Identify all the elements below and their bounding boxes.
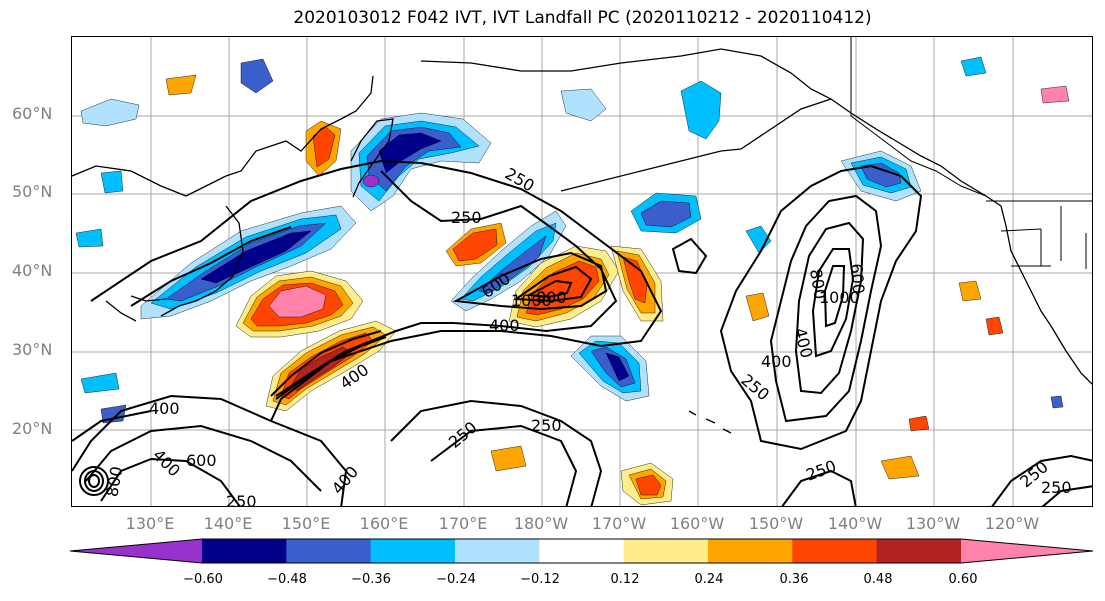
lat-label-60n: 60°N	[12, 104, 53, 123]
colorbar-segment	[792, 539, 878, 563]
contour-label: 1000	[511, 291, 552, 310]
contour-label: 250	[1041, 478, 1072, 497]
colorbar-segment	[623, 539, 709, 563]
contour-label: 800	[806, 267, 830, 300]
contour-label: 250	[226, 492, 257, 507]
lat-label-20n: 20°N	[12, 419, 53, 438]
contour-label: 250	[531, 416, 562, 435]
colorbar-segment	[539, 539, 625, 563]
colorbar-tick: 0.24	[694, 572, 724, 587]
contour-labels: 250 250 400 600 1000 800 400 400 250 600…	[102, 164, 1072, 507]
ivt-contours	[72, 159, 1092, 506]
contour-label: 250	[502, 164, 538, 196]
colorbar-segment	[370, 539, 456, 563]
colorbar-tick: 0.36	[779, 572, 809, 587]
colorbar-tick: −0.24	[436, 572, 476, 587]
colorbar-segment	[708, 539, 793, 563]
colorbar-segment	[455, 539, 540, 563]
colorbar-outline	[70, 538, 1094, 564]
contour-label: 800	[536, 288, 567, 307]
lon-label-150w: 150°W	[748, 514, 804, 533]
lon-label-130w: 130°W	[905, 514, 961, 533]
map-title: 2020103012 F042 IVT, IVT Landfall PC (20…	[293, 8, 872, 28]
lat-label-40n: 40°N	[12, 261, 53, 280]
contour-label: 400	[790, 326, 816, 360]
contour-label: 600	[847, 263, 869, 295]
contour-label: 800	[102, 465, 126, 498]
contour-label: 400	[328, 462, 362, 498]
colorbar-tick: −0.60	[183, 572, 223, 587]
lat-label-50n: 50°N	[12, 182, 53, 201]
lon-label-150e: 150°E	[281, 514, 331, 533]
contour-label: 250	[737, 370, 773, 404]
colorbar-segment	[202, 539, 287, 563]
borders	[850, 37, 1092, 269]
colorbar-segment	[286, 539, 372, 563]
lon-label-170e: 170°E	[438, 514, 488, 533]
pc-anomaly-shading	[75, 56, 1070, 506]
contour-label: 1000	[819, 288, 860, 307]
colorbar-tick: 0.12	[610, 572, 640, 587]
contour-label: 400	[761, 352, 792, 371]
colorbar-tick: 0.48	[863, 572, 893, 587]
lon-label-170w: 170°W	[591, 514, 647, 533]
colorbar-tick: −0.36	[351, 572, 391, 587]
lon-label-180w: 180°W	[513, 514, 569, 533]
contour-label: 250	[451, 208, 482, 227]
lon-label-140e: 140°E	[203, 514, 253, 533]
colorbar-tick: 0.60	[948, 572, 978, 587]
lon-label-160e: 160°E	[359, 514, 409, 533]
map-canvas: 250 250 400 600 1000 800 400 400 250 600…	[72, 37, 1092, 507]
contour-label: 600	[186, 451, 217, 470]
colorbar-tick: −0.48	[267, 572, 307, 587]
lon-label-140w: 140°W	[827, 514, 883, 533]
colorbar-segment	[876, 539, 962, 563]
contour-label: 400	[489, 316, 520, 335]
lon-label-160w: 160°W	[669, 514, 725, 533]
contour-label: 400	[149, 399, 180, 418]
colorbar-segment	[961, 539, 1093, 563]
lat-label-30n: 30°N	[12, 340, 53, 359]
coastlines	[72, 48, 1092, 434]
colorbar-segment	[70, 539, 202, 563]
colorbar	[70, 538, 1094, 564]
lon-label-130e: 130°E	[125, 514, 175, 533]
lon-label-120w: 120°W	[984, 514, 1040, 533]
contour-label: 250	[803, 456, 838, 484]
contour-label: 400	[149, 445, 184, 480]
colorbar-tick: −0.12	[520, 572, 560, 587]
map-panel: 250 250 400 600 1000 800 400 400 250 600…	[71, 36, 1093, 507]
